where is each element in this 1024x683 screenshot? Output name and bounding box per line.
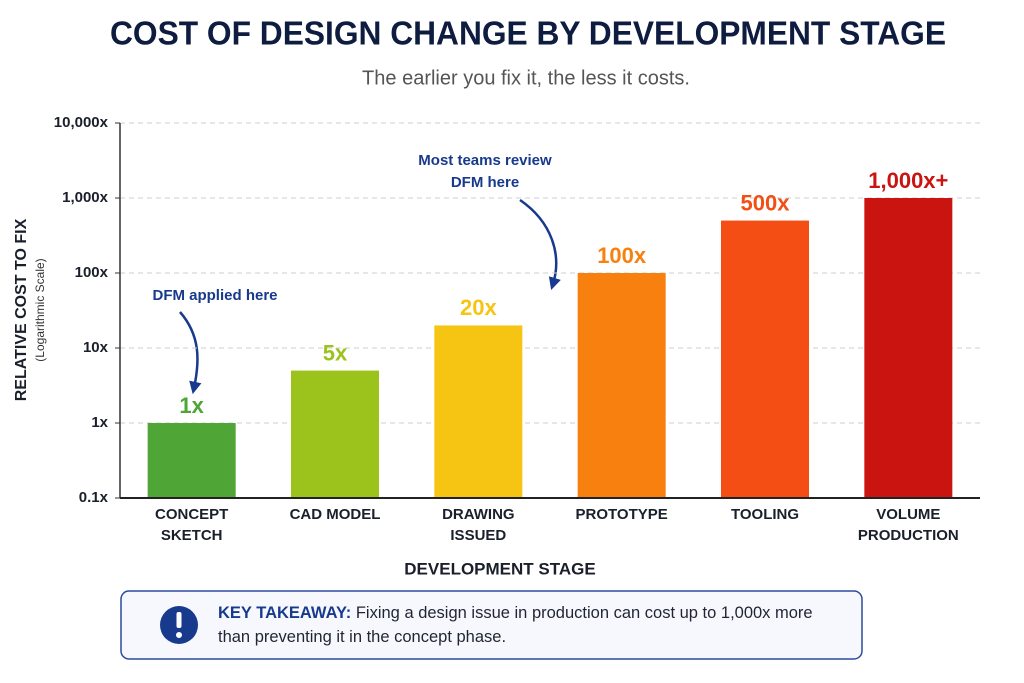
bar [577,273,666,498]
value-label: 5x [323,340,348,365]
y-tick-label: 100x [75,264,109,281]
callout-label: KEY TAKEAWAY: [218,604,352,622]
y-tick-label: 1,000x [62,189,109,206]
value-label: 500x [741,190,791,215]
callout-icon [176,632,182,638]
x-tick-label: TOOLING [730,506,800,523]
callout-box [120,590,863,660]
chart-subtitle: The earlier you fix it, the less it cost… [362,67,690,89]
y-axis-title: RELATIVE COST TO FIX [13,218,30,401]
bar [434,325,523,498]
value-label: 100x [597,243,647,268]
bar [864,198,953,498]
annotation-arrow [179,311,202,395]
chart-title: COST OF DESIGN CHANGE BY DEVELOPMENT STA… [110,15,946,52]
callout-text: KEY TAKEAWAY: Fixing a design issue in p… [218,601,848,649]
bar [291,370,379,498]
y-tick-label: 1x [91,414,108,431]
y-tick-label: 0.1x [79,489,109,506]
callout-icon [176,612,182,628]
y-tick-label: 10,000x [54,114,109,131]
y-axis-subtitle: (Logarithmic Scale) [33,258,47,361]
x-tick-label: DRAWING ISSUED [442,506,515,544]
x-tick-label: CONCEPT SKETCH [154,506,229,544]
value-label: 1,000x+ [868,168,948,193]
x-tick-label: PROTOTYPE [575,506,668,523]
bar [147,423,236,498]
x-tick-label: CAD MODEL [289,506,381,523]
value-label: 20x [460,295,497,320]
bar [721,220,809,498]
value-label: 1x [179,393,204,418]
callout-body: Fixing a design issue in production can … [218,604,813,646]
x-axis-title: DEVELOPMENT STAGE [404,559,595,578]
annotation-arrow [519,198,561,290]
x-tick-label: VOLUME PRODUCTION [857,506,959,544]
annotation: DFM applied here [152,287,278,304]
y-tick-label: 10x [83,339,109,356]
annotation: Most teams review DFM here [418,152,552,191]
